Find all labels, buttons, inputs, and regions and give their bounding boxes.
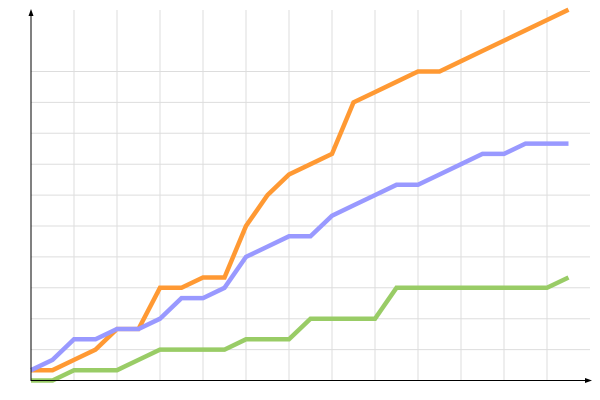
- series-line-3: [31, 275, 570, 383]
- series-line-2: [30, 141, 569, 373]
- series-lines: [30, 7, 570, 383]
- series-line-1: [31, 7, 570, 373]
- x-axis-arrow-icon: [585, 378, 592, 383]
- y-axis-arrow-icon: [28, 9, 34, 16]
- grid: [31, 10, 590, 381]
- axes: [28, 9, 592, 383]
